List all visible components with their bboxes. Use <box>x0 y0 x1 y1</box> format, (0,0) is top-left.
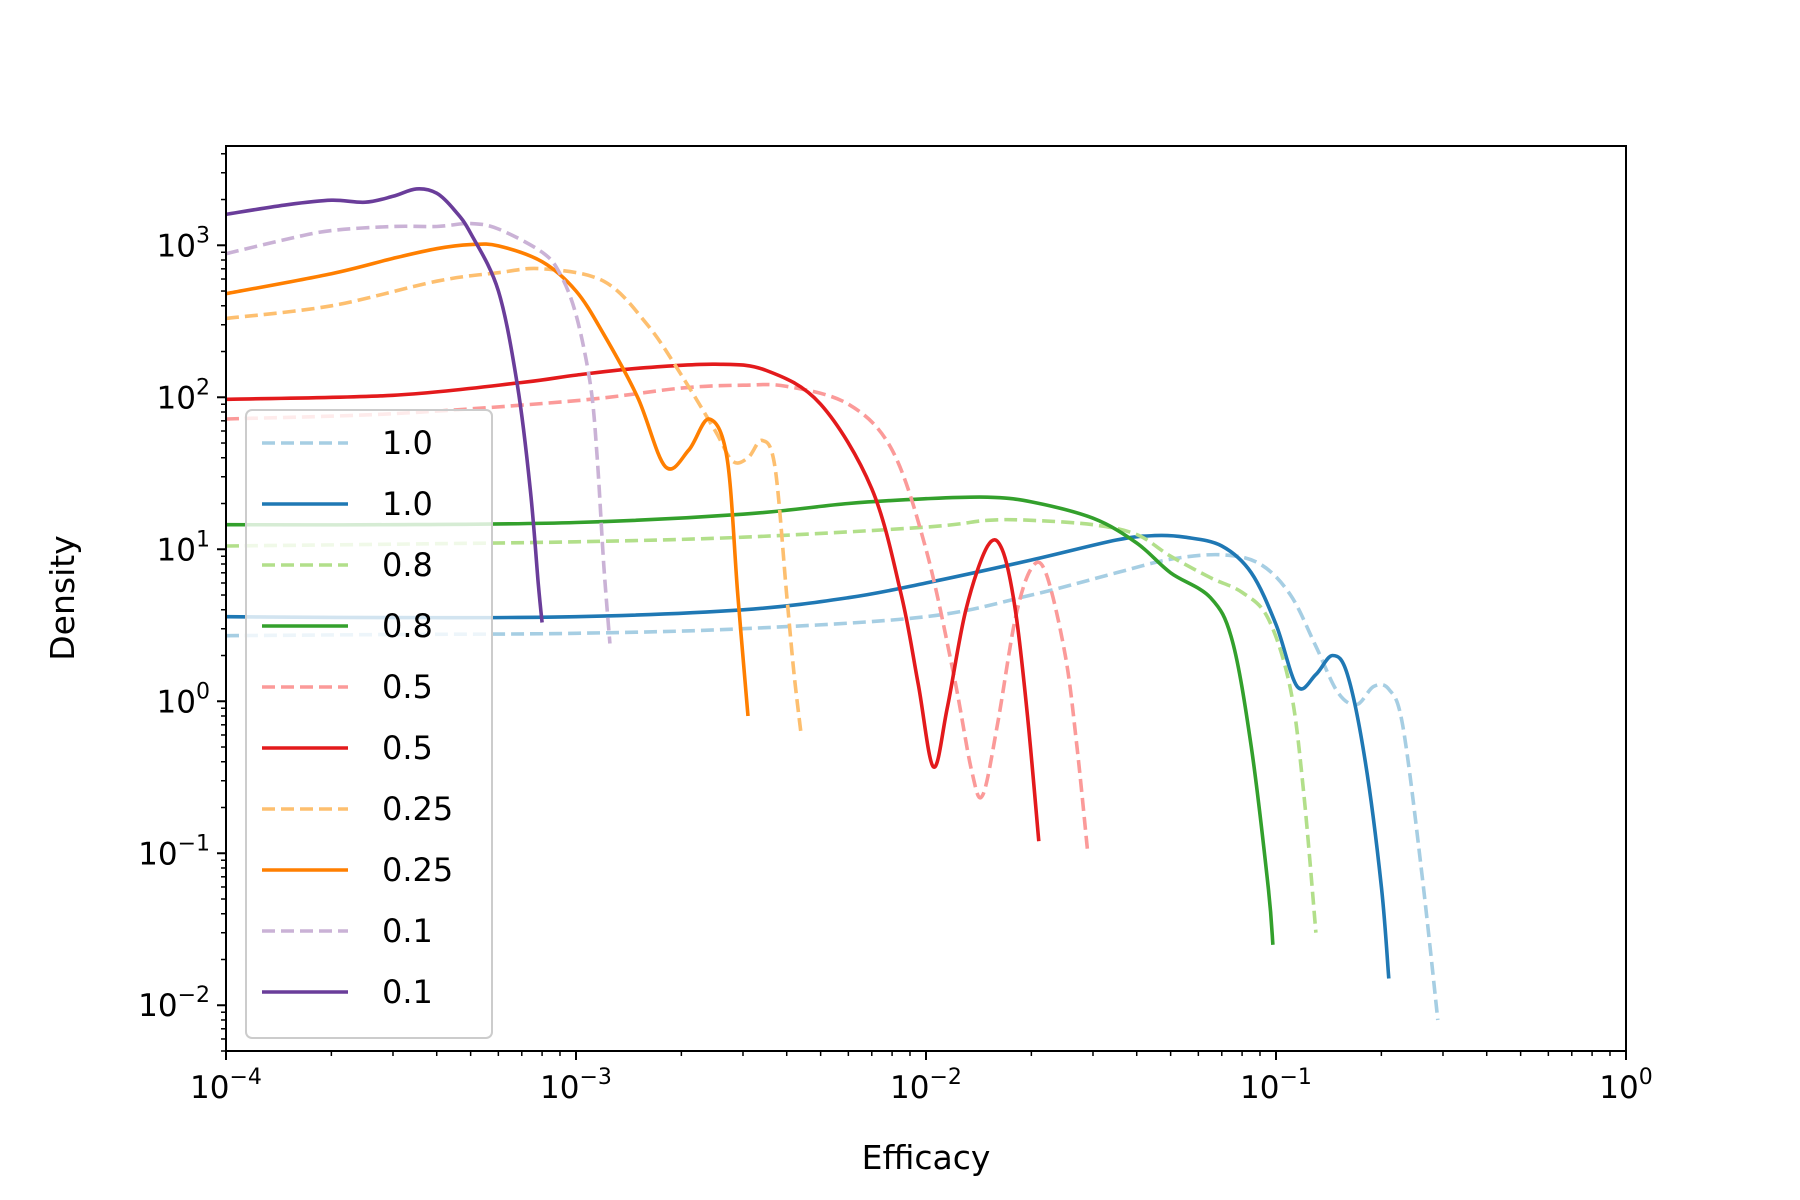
legend-label: 0.1 <box>382 912 433 950</box>
x-tick-label: 100 <box>1599 1065 1652 1106</box>
series-line-4 <box>226 495 1275 945</box>
legend-label: 0.5 <box>382 668 433 706</box>
series-line-8 <box>226 242 750 717</box>
series-line-1 <box>226 552 1440 1021</box>
series-line-10 <box>226 186 544 623</box>
y-tick-label: 102 <box>157 375 210 416</box>
x-tick-label: 10−2 <box>890 1065 962 1106</box>
legend-label: 1.0 <box>382 485 433 523</box>
y-tick-label: 101 <box>157 527 210 568</box>
x-tick-label: 10−3 <box>540 1065 612 1106</box>
legend-label: 0.8 <box>382 546 433 584</box>
legend-label: 0.5 <box>382 729 433 767</box>
legend-label: 0.25 <box>382 851 453 889</box>
legend-box <box>245 409 493 1039</box>
series-line-7 <box>226 266 803 736</box>
legend-label: 0.1 <box>382 973 433 1011</box>
series-line-3 <box>226 517 1318 933</box>
y-axis: 10−2 10−1 100 101 102 103 <box>138 153 226 1052</box>
x-tick-label: 10−4 <box>190 1065 262 1106</box>
y-tick-label: 10−1 <box>138 831 210 872</box>
series-line-9 <box>226 221 612 644</box>
y-axis-label: Density <box>43 535 82 660</box>
x-axis-label: Efficacy <box>862 1138 991 1177</box>
series-line-5 <box>226 382 1090 854</box>
y-tick-label: 103 <box>157 223 210 264</box>
series-line-2 <box>226 533 1391 979</box>
legend-label: 1.0 <box>382 424 433 462</box>
series-line-6 <box>226 362 1041 842</box>
x-tick-label: 10−1 <box>1240 1065 1312 1106</box>
y-tick-label: 100 <box>157 679 210 720</box>
legend: 1.0 1.0 0.8 0.8 0.5 0.5 0.25 0.25 0.1 0.1 <box>245 409 493 1039</box>
legend-label: 0.25 <box>382 790 453 828</box>
x-axis: 10−4 10−3 10−2 10−1 100 <box>190 1051 1653 1106</box>
series-layer <box>226 186 1440 1021</box>
y-tick-label: 10−2 <box>138 983 210 1024</box>
legend-label: 0.8 <box>382 607 433 645</box>
